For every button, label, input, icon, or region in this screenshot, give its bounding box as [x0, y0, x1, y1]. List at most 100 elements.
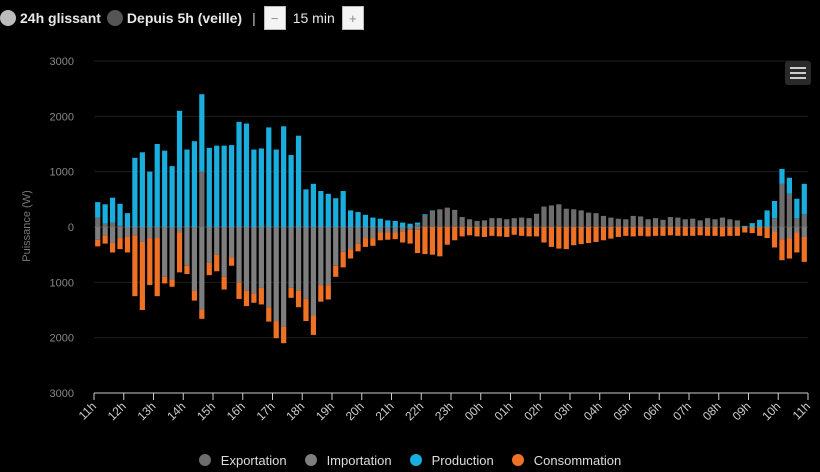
bar-exportation[interactable]: [786, 193, 793, 227]
bar-importation[interactable]: [132, 227, 138, 236]
bar-production[interactable]: [794, 198, 800, 219]
bar-production[interactable]: [801, 183, 807, 215]
bar-production[interactable]: [362, 214, 369, 227]
bar-exportation[interactable]: [623, 219, 629, 227]
bar-production[interactable]: [385, 220, 391, 227]
bar-consommation[interactable]: [370, 238, 376, 246]
bar-consommation[interactable]: [318, 285, 324, 302]
bar-exportation[interactable]: [608, 217, 614, 227]
bar-production[interactable]: [109, 197, 116, 223]
bar-importation[interactable]: [147, 227, 153, 239]
bar-consommation[interactable]: [206, 262, 212, 276]
bar-consommation[interactable]: [362, 238, 369, 247]
bar-exportation[interactable]: [466, 219, 473, 227]
bar-importation[interactable]: [392, 227, 398, 233]
bar-exportation[interactable]: [109, 222, 116, 227]
bar-consommation[interactable]: [571, 227, 577, 246]
bar-consommation[interactable]: [489, 227, 495, 236]
bar-production[interactable]: [147, 171, 153, 227]
bar-importation[interactable]: [95, 227, 101, 240]
bar-production[interactable]: [199, 94, 205, 172]
bar-consommation[interactable]: [593, 227, 599, 242]
bar-production[interactable]: [228, 145, 235, 227]
bar-importation[interactable]: [400, 227, 406, 232]
bar-exportation[interactable]: [615, 218, 621, 227]
bar-consommation[interactable]: [526, 227, 532, 237]
bar-exportation[interactable]: [422, 215, 428, 227]
bar-consommation[interactable]: [266, 307, 272, 322]
bar-consommation[interactable]: [697, 227, 703, 236]
bar-importation[interactable]: [786, 227, 793, 239]
bar-production[interactable]: [340, 191, 346, 227]
bar-exportation[interactable]: [600, 215, 607, 227]
bar-production[interactable]: [281, 126, 287, 227]
bar-production[interactable]: [764, 210, 770, 227]
bar-production[interactable]: [139, 152, 145, 227]
bar-importation[interactable]: [333, 227, 339, 266]
step-increase-button[interactable]: +: [341, 6, 364, 30]
bar-production[interactable]: [288, 155, 294, 227]
bar-production[interactable]: [400, 222, 406, 227]
bar-exportation[interactable]: [571, 209, 577, 227]
bar-consommation[interactable]: [347, 249, 354, 259]
bar-exportation[interactable]: [437, 209, 443, 227]
bar-exportation[interactable]: [556, 204, 562, 227]
bar-consommation[interactable]: [533, 227, 540, 237]
bar-importation[interactable]: [236, 227, 242, 283]
bar-production[interactable]: [392, 220, 398, 227]
bar-consommation[interactable]: [459, 227, 465, 237]
bar-importation[interactable]: [288, 227, 294, 288]
bar-consommation[interactable]: [333, 265, 339, 277]
bar-production[interactable]: [206, 147, 212, 227]
bar-production[interactable]: [124, 213, 131, 227]
bar-consommation[interactable]: [667, 227, 674, 236]
bar-production[interactable]: [429, 210, 436, 211]
bar-exportation[interactable]: [660, 219, 666, 227]
bar-importation[interactable]: [243, 227, 250, 291]
bar-importation[interactable]: [221, 227, 227, 277]
bar-importation[interactable]: [162, 227, 168, 277]
bar-production[interactable]: [221, 145, 227, 227]
bar-production[interactable]: [377, 218, 383, 227]
bar-consommation[interactable]: [243, 290, 250, 307]
bar-exportation[interactable]: [734, 220, 740, 227]
bar-production[interactable]: [333, 198, 339, 227]
bar-consommation[interactable]: [794, 232, 800, 253]
bar-production[interactable]: [757, 219, 763, 227]
bar-consommation[interactable]: [652, 227, 659, 236]
bar-exportation[interactable]: [117, 225, 123, 227]
bar-consommation[interactable]: [801, 236, 807, 262]
bar-exportation[interactable]: [638, 216, 644, 227]
bar-production[interactable]: [310, 183, 317, 227]
bar-consommation[interactable]: [95, 239, 101, 247]
bar-production[interactable]: [169, 166, 175, 227]
bar-exportation[interactable]: [541, 206, 547, 227]
bar-production[interactable]: [355, 212, 361, 227]
bar-consommation[interactable]: [578, 227, 584, 245]
bar-production[interactable]: [414, 222, 421, 225]
bar-consommation[interactable]: [682, 227, 688, 236]
bar-consommation[interactable]: [444, 227, 450, 245]
bar-consommation[interactable]: [355, 243, 361, 252]
bar-exportation[interactable]: [801, 214, 807, 227]
bar-importation[interactable]: [303, 227, 309, 299]
bar-consommation[interactable]: [221, 276, 227, 290]
bar-importation[interactable]: [228, 227, 235, 258]
bar-exportation[interactable]: [199, 171, 205, 227]
bar-consommation[interactable]: [615, 227, 621, 237]
bar-importation[interactable]: [325, 227, 331, 286]
bar-importation[interactable]: [199, 227, 205, 310]
bar-importation[interactable]: [370, 227, 376, 239]
bar-consommation[interactable]: [281, 326, 287, 344]
bar-importation[interactable]: [794, 227, 800, 233]
bar-production[interactable]: [325, 193, 331, 227]
bar-exportation[interactable]: [652, 218, 659, 227]
step-decrease-button[interactable]: −: [263, 6, 286, 30]
legend-item-production[interactable]: Production: [409, 453, 494, 468]
bar-production[interactable]: [749, 223, 755, 227]
bar-exportation[interactable]: [489, 218, 495, 227]
bar-importation[interactable]: [184, 227, 190, 266]
bar-production[interactable]: [422, 214, 428, 216]
bar-consommation[interactable]: [675, 227, 681, 236]
bar-exportation[interactable]: [675, 217, 681, 227]
